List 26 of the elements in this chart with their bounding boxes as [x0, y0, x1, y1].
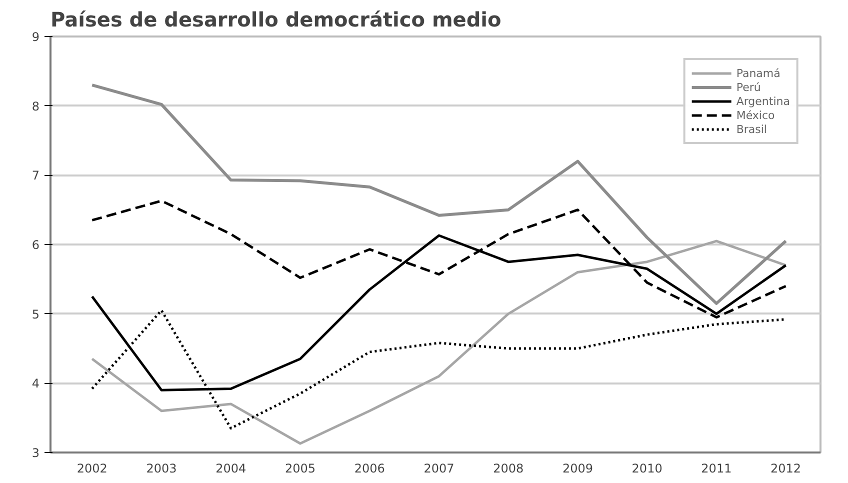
x-tick-label: 2006 [354, 462, 385, 476]
x-tick-label: 2011 [701, 462, 732, 476]
chart-title: Países de desarrollo democrático medio [50, 8, 502, 32]
x-tick-label: 2005 [284, 462, 316, 476]
x-tick-label: 2012 [770, 462, 802, 476]
x-tick-label: 2003 [146, 462, 177, 476]
line-series [90, 84, 788, 305]
x-tick-label: 2008 [493, 462, 524, 476]
x-tick-label: 2002 [76, 462, 108, 476]
y-tick-label: 3 [32, 446, 40, 460]
legend-label: Argentina [736, 94, 790, 108]
y-tick-label: 7 [32, 168, 40, 183]
y-tick-label: 5 [32, 307, 40, 322]
line-series [90, 240, 788, 445]
y-tick-label: 8 [32, 99, 40, 114]
legend-label: Panamá [736, 66, 780, 80]
legend-label: México [736, 108, 775, 122]
x-tick-label: 2007 [424, 462, 454, 476]
legend-label: Brasil [736, 122, 767, 136]
legend-label: Perú [736, 80, 761, 94]
y-tick-label: 9 [32, 30, 40, 44]
y-tick-label: 4 [32, 376, 40, 391]
x-tick-label: 2010 [632, 462, 662, 476]
y-tick-label: 6 [32, 238, 40, 252]
x-tick-label: 2009 [562, 462, 593, 476]
x-tick-label: 2004 [216, 462, 246, 476]
